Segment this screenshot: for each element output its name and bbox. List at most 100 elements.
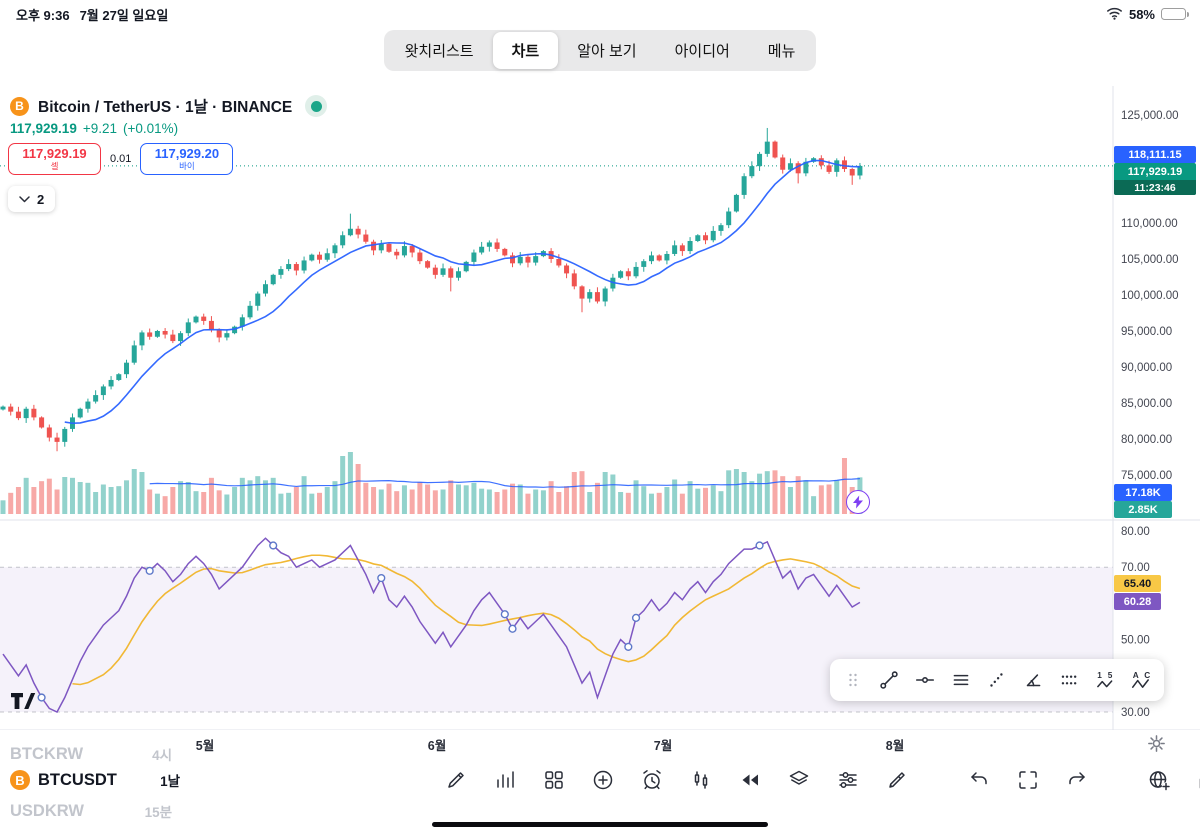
replay-icon[interactable]	[737, 767, 763, 793]
watchlist-row[interactable]: USDKRW 15분	[10, 801, 172, 821]
tradingview-logo	[10, 692, 36, 715]
status-bar: 오후 9:36 7월 27일 일요일 58%	[0, 0, 1200, 26]
time-axis[interactable]: 5월 6월 7월 8월	[0, 730, 1200, 758]
price-axis-label: 100,000.00	[1121, 290, 1179, 302]
rsi-badge: 60.28	[1114, 593, 1161, 610]
pattern-dots-tool[interactable]	[1058, 669, 1080, 691]
publish-icon[interactable]	[1146, 767, 1172, 793]
bottom-toolbar	[443, 767, 1200, 793]
add-icon[interactable]	[590, 767, 616, 793]
last-price-badge: 117,929.19 11:23:46	[1114, 163, 1196, 195]
axis-settings-gear-icon[interactable]	[1146, 733, 1167, 759]
price-row: 117,929.19 +9.21 (+0.01%)	[10, 121, 178, 136]
symbol-header[interactable]: B Bitcoin / TetherUS · 1날 · BINANCE	[10, 95, 328, 117]
watchlist-timeframe: 1날	[160, 774, 180, 789]
spread-value: 0.01	[110, 153, 132, 165]
price-change-pct: (+0.01%)	[123, 121, 179, 136]
undo-icon[interactable]	[966, 767, 992, 793]
price-axis-label: 75,000.00	[1121, 470, 1172, 482]
last-price: 117,929.19	[10, 121, 77, 136]
price-axis-label: 105,000.00	[1121, 254, 1179, 266]
time-label: 5월	[195, 739, 215, 753]
svg-text:A: A	[1133, 671, 1139, 680]
rsi-line	[2, 537, 861, 713]
magic-brush-icon[interactable]	[884, 767, 910, 793]
svg-text:C: C	[1144, 671, 1150, 680]
volume-bars	[0, 452, 863, 514]
price-change: +9.21	[82, 121, 117, 136]
bitcoin-icon: B	[10, 770, 30, 790]
alert-icon[interactable]	[639, 767, 665, 793]
rsi-markers	[37, 541, 764, 702]
tab-chart[interactable]: 차트	[492, 32, 559, 69]
fullscreen-icon[interactable]	[1015, 767, 1041, 793]
trend-line-tool[interactable]	[878, 669, 900, 691]
dotted-line-tool[interactable]	[986, 669, 1008, 691]
segmented-control: 왓치리스트 차트 알아 보기 아이디어 메뉴	[383, 30, 817, 71]
price-axis-label: 95,000.00	[1121, 326, 1172, 338]
draw-icon[interactable]	[443, 767, 469, 793]
share-icon[interactable]	[1195, 767, 1200, 793]
rsi-axis-label: 70.00	[1121, 562, 1150, 574]
tab-discover[interactable]: 알아 보기	[577, 43, 637, 60]
price-axis-label: 90,000.00	[1121, 362, 1172, 374]
watchlist-symbol: USDKRW	[10, 801, 84, 820]
abcd-pattern-tool[interactable]: A C	[1130, 669, 1152, 691]
price-axis-label: 80,000.00	[1121, 434, 1172, 446]
volume-badge: 2.85K	[1114, 501, 1172, 518]
battery-percentage: 58%	[1128, 6, 1155, 22]
watchlist-row-active[interactable]: B BTCUSDT 1날	[10, 770, 180, 790]
layers-icon[interactable]	[786, 767, 812, 793]
top-navigation: 왓치리스트 차트 알아 보기 아이디어 메뉴	[0, 30, 1200, 71]
price-axis-label: 110,000.00	[1121, 218, 1178, 230]
time-label: 6월	[427, 739, 447, 753]
elliott-wave-tool[interactable]: 1 5	[1094, 669, 1116, 691]
sell-button[interactable]: 117,929.19 셀	[8, 143, 101, 175]
home-indicator[interactable]	[432, 822, 768, 827]
bar-countdown: 11:23:46	[1114, 180, 1196, 195]
collapse-orders-button[interactable]: 2	[8, 186, 56, 212]
time-label: 8월	[885, 739, 905, 753]
tab-ideas[interactable]: 아이디어	[674, 43, 730, 60]
symbol-title[interactable]: Bitcoin / TetherUS · 1날 · BINANCE	[38, 99, 293, 116]
volume-ma-badge: 17.18K	[1114, 484, 1172, 501]
clock-time: 오후 9:36	[16, 7, 70, 23]
watchlist-timeframe: 4시	[152, 748, 172, 763]
price-axis-label: 85,000.00	[1121, 398, 1172, 410]
order-panel: 117,929.19 셀 0.01 117,929.20 바이	[8, 143, 234, 175]
drag-handle[interactable]	[842, 669, 864, 691]
market-status-icon[interactable]	[305, 95, 328, 117]
time-label: 7월	[653, 739, 673, 753]
parallel-channel-tool[interactable]	[950, 669, 972, 691]
rsi-axis-labels: 80.00 70.00 50.00 30.00	[1121, 526, 1150, 719]
chart-canvas[interactable]: 125,000.00 110,000.00 105,000.00 100,000.00…	[0, 86, 1200, 734]
rsi-axis-label: 50.00	[1121, 635, 1150, 647]
rsi-axis-label: 30.00	[1121, 707, 1150, 719]
redo-icon[interactable]	[1064, 767, 1090, 793]
chart-style-icon[interactable]	[492, 767, 518, 793]
watchlist-row[interactable]: BTCKRW 4시	[10, 744, 172, 764]
price-axis-label: 125,000.00	[1121, 110, 1179, 122]
horizontal-line-tool[interactable]	[914, 669, 936, 691]
tab-menu[interactable]: 메뉴	[767, 43, 796, 60]
volume-ma-line	[149, 478, 860, 488]
layout-grid-icon[interactable]	[541, 767, 567, 793]
compare-icon[interactable]	[688, 767, 714, 793]
instant-order-lightning-icon[interactable]	[846, 490, 870, 514]
svg-text:1: 1	[1097, 671, 1102, 680]
bitcoin-icon: B	[10, 96, 29, 116]
tune-icon[interactable]	[835, 767, 861, 793]
rsi-axis-label: 80.00	[1121, 526, 1150, 538]
battery-icon	[1161, 8, 1189, 20]
clock-date: 7월 27일 일요일	[79, 7, 169, 23]
drawing-tools-pill: 1 5 A C	[830, 659, 1164, 701]
watchlist-timeframe: 15분	[144, 805, 172, 820]
buy-button[interactable]: 117,929.20 바이	[140, 143, 234, 175]
wifi-icon	[1106, 6, 1123, 23]
rsi-ma-badge: 65.40	[1114, 575, 1161, 592]
angle-tool[interactable]	[1022, 669, 1044, 691]
candles	[0, 127, 863, 452]
tab-watchlist[interactable]: 왓치리스트	[404, 43, 474, 60]
ask-price-badge: 118,111.15	[1114, 146, 1196, 163]
